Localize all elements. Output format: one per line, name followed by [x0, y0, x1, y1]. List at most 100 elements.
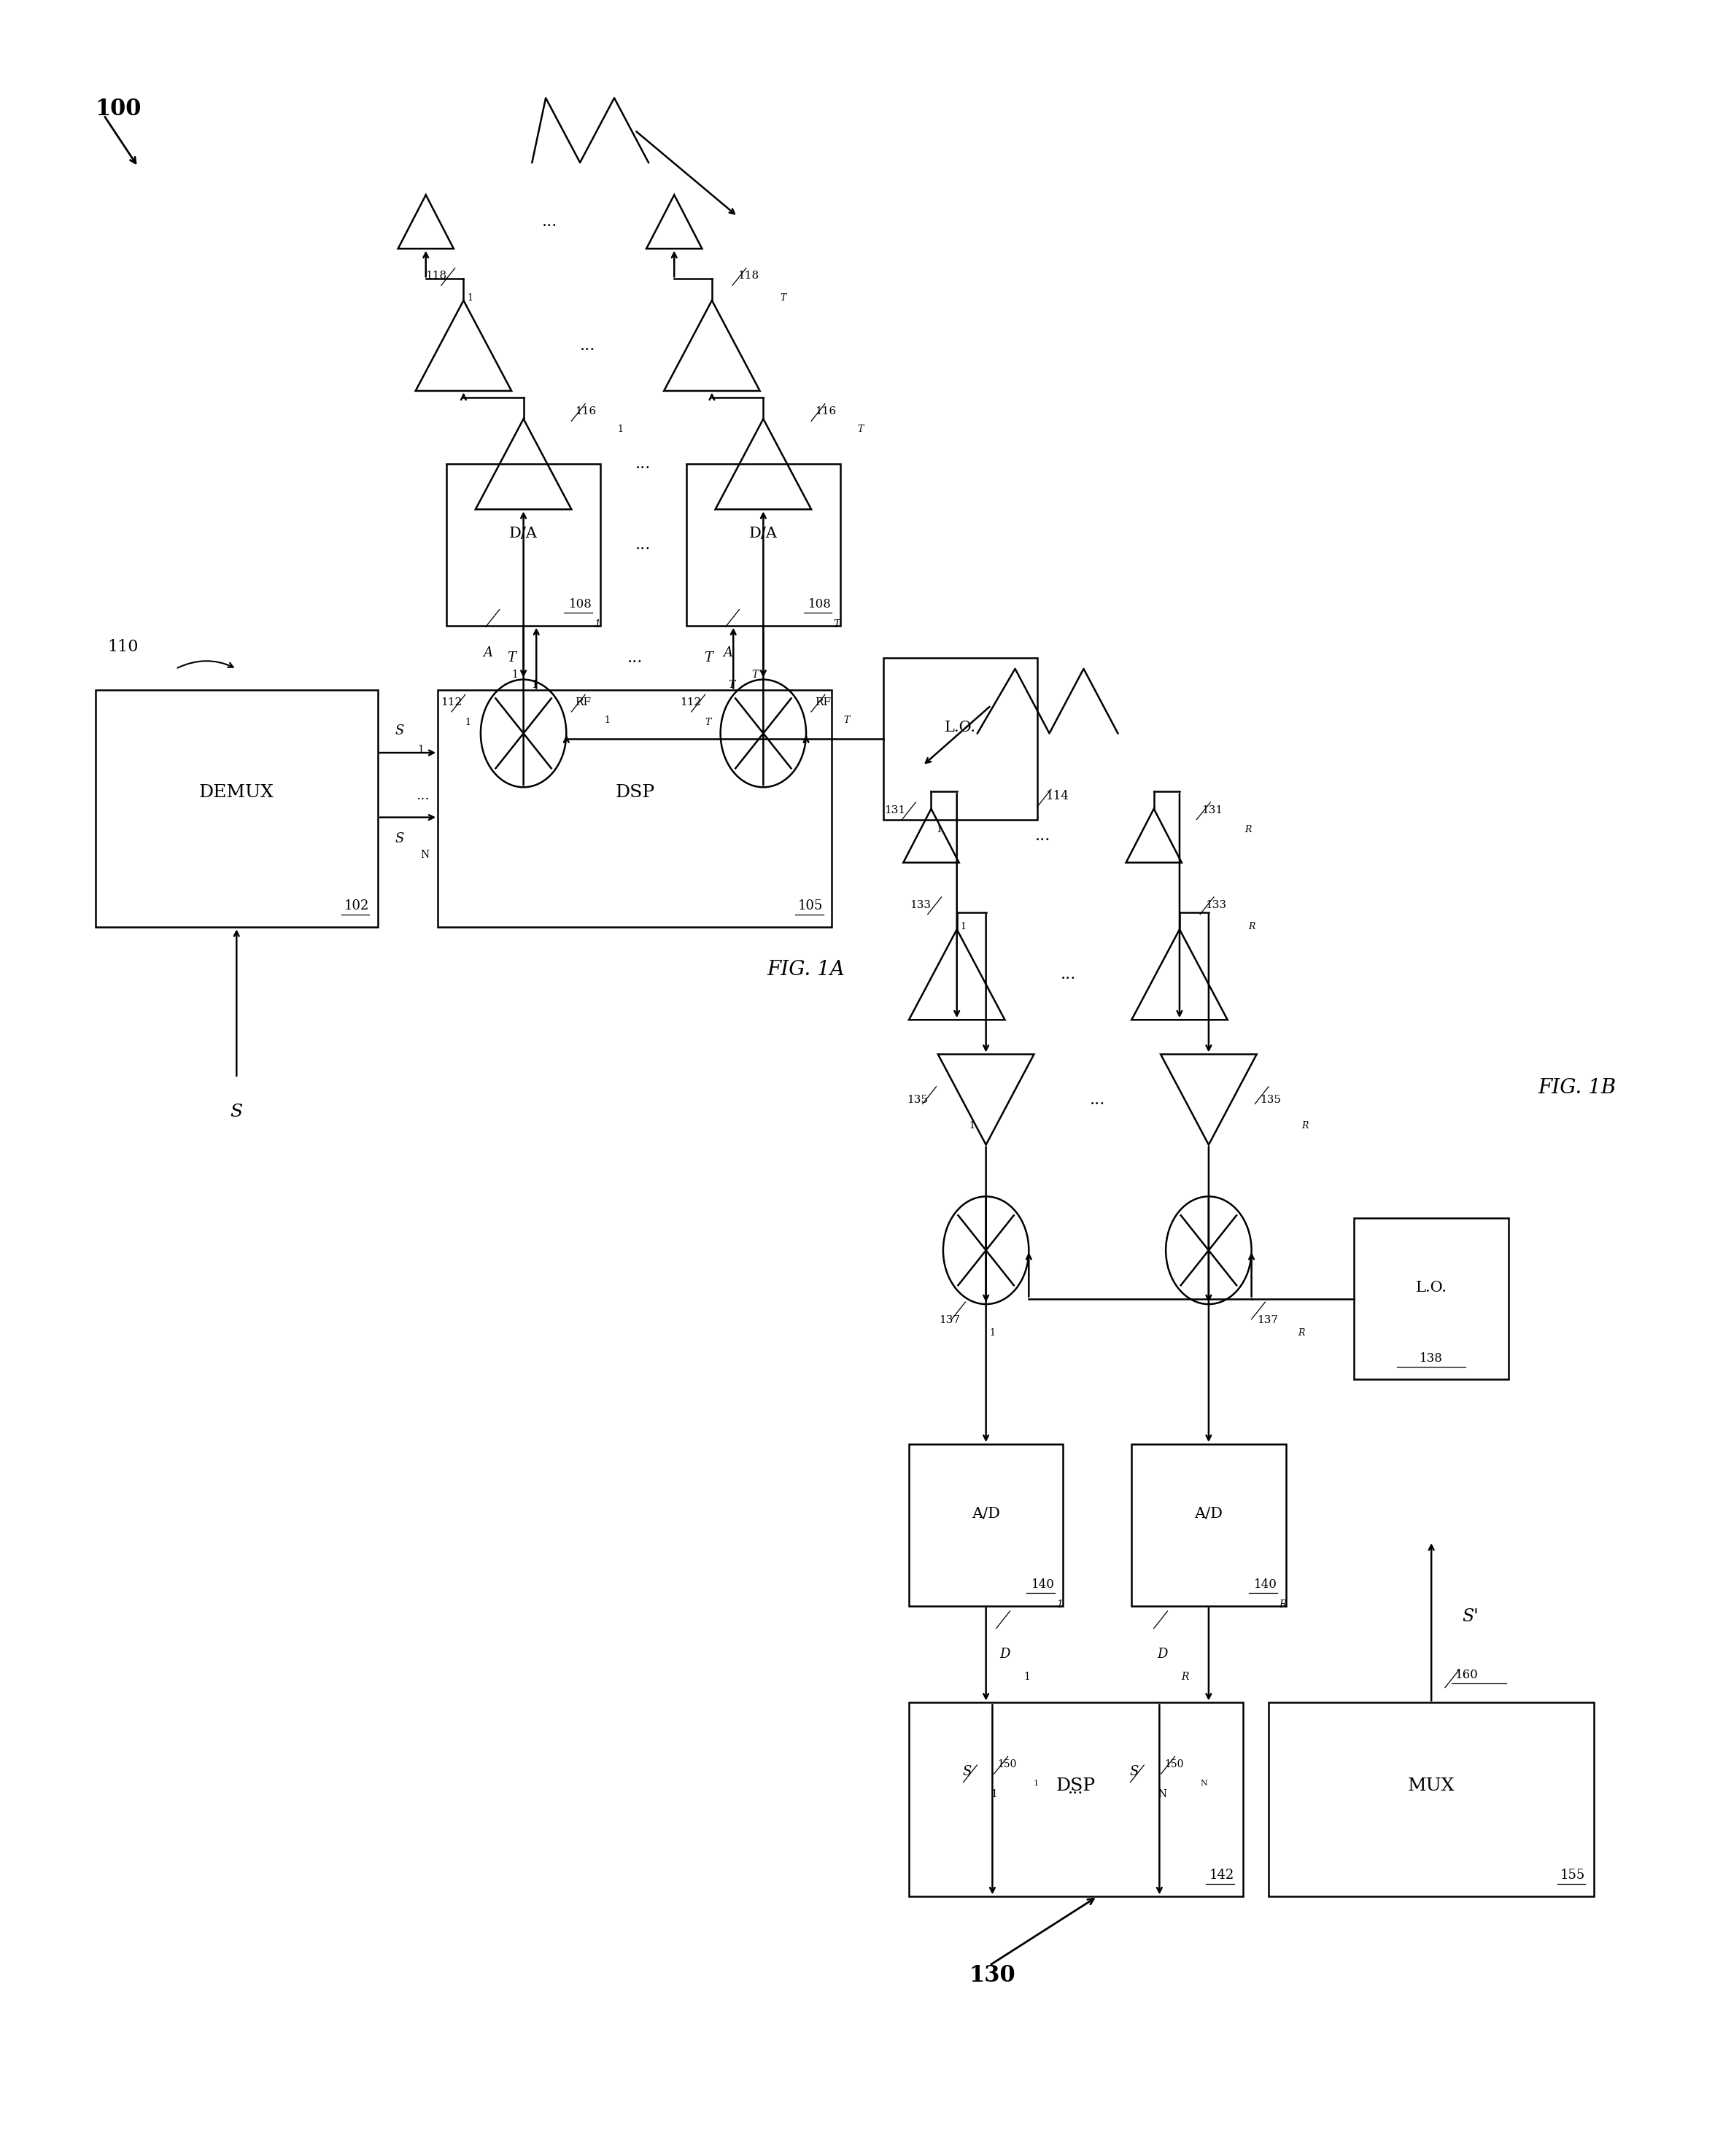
- Text: S': S': [1463, 1608, 1478, 1626]
- Text: ...: ...: [580, 338, 595, 354]
- Text: T: T: [705, 718, 712, 727]
- Text: T: T: [844, 716, 851, 724]
- Text: D: D: [1158, 1647, 1168, 1660]
- Text: 1: 1: [593, 619, 600, 630]
- Text: S: S: [962, 1766, 972, 1779]
- Bar: [96, 690, 377, 927]
- Text: FIG. 1B: FIG. 1B: [1538, 1078, 1616, 1097]
- Text: 135: 135: [1261, 1095, 1281, 1104]
- Text: 118: 118: [425, 272, 446, 280]
- Text: S: S: [1130, 1766, 1139, 1779]
- Text: D: D: [1000, 1647, 1010, 1660]
- Text: RF: RF: [575, 696, 592, 707]
- Text: 102: 102: [345, 899, 369, 912]
- Text: 1: 1: [1034, 1779, 1039, 1787]
- Text: 135: 135: [907, 1095, 928, 1104]
- Text: 114: 114: [1046, 789, 1068, 802]
- Bar: [686, 464, 840, 625]
- Text: 1: 1: [991, 1789, 996, 1800]
- Bar: [1132, 1445, 1286, 1606]
- Bar: [883, 658, 1038, 819]
- Text: ...: ...: [1068, 1781, 1084, 1796]
- Text: 160: 160: [1456, 1669, 1478, 1682]
- Text: N: N: [420, 849, 429, 860]
- Text: 1: 1: [511, 671, 518, 679]
- Text: 130: 130: [969, 1964, 1015, 1988]
- Text: 116: 116: [815, 407, 835, 416]
- Text: N: N: [1158, 1789, 1166, 1800]
- Text: T: T: [780, 293, 787, 302]
- Text: R: R: [1279, 1600, 1286, 1611]
- Text: T: T: [703, 651, 713, 664]
- Text: 140: 140: [1254, 1578, 1278, 1591]
- Text: T: T: [751, 671, 758, 679]
- Text: 1: 1: [936, 826, 942, 834]
- Text: 118: 118: [737, 272, 758, 280]
- Text: N: N: [1200, 1779, 1207, 1787]
- Text: L.O.: L.O.: [945, 720, 976, 735]
- Text: 1: 1: [417, 744, 424, 755]
- Text: A/D: A/D: [1194, 1507, 1223, 1520]
- Text: A/D: A/D: [972, 1507, 1000, 1520]
- Text: T: T: [729, 679, 736, 690]
- Text: 131: 131: [1202, 804, 1223, 815]
- Text: T: T: [508, 651, 516, 664]
- Text: ...: ...: [1060, 966, 1075, 983]
- Text: 1: 1: [960, 923, 966, 931]
- Text: 150: 150: [998, 1759, 1017, 1770]
- Text: S: S: [230, 1104, 244, 1121]
- Text: 133: 133: [911, 899, 931, 910]
- Bar: [1269, 1703, 1593, 1897]
- Text: L.O.: L.O.: [1415, 1281, 1447, 1294]
- Bar: [437, 690, 832, 927]
- Bar: [446, 464, 600, 625]
- Text: MUX: MUX: [1408, 1779, 1454, 1794]
- Text: 1: 1: [1056, 1600, 1063, 1611]
- Text: R: R: [1245, 826, 1252, 834]
- Text: R: R: [1182, 1671, 1188, 1682]
- Text: 116: 116: [575, 407, 597, 416]
- Text: 140: 140: [1031, 1578, 1055, 1591]
- Text: FIG. 1A: FIG. 1A: [767, 959, 845, 979]
- Text: 1: 1: [1024, 1671, 1031, 1682]
- Text: 1: 1: [465, 718, 472, 727]
- Text: 112: 112: [441, 696, 461, 707]
- Text: 133: 133: [1206, 899, 1226, 910]
- Text: A: A: [484, 647, 492, 660]
- Text: ...: ...: [1034, 828, 1050, 843]
- Text: 137: 137: [940, 1315, 960, 1326]
- Bar: [909, 1445, 1063, 1606]
- Text: 137: 137: [1257, 1315, 1278, 1326]
- Text: 1: 1: [969, 1121, 974, 1130]
- Text: 155: 155: [1561, 1869, 1585, 1882]
- Text: DSP: DSP: [1056, 1779, 1096, 1794]
- Text: 138: 138: [1420, 1352, 1442, 1365]
- Text: ...: ...: [1089, 1091, 1104, 1108]
- Text: 1: 1: [466, 293, 473, 302]
- Text: 108: 108: [808, 597, 832, 610]
- Text: DSP: DSP: [616, 785, 655, 800]
- Text: 100: 100: [96, 97, 141, 121]
- Text: S: S: [394, 832, 405, 845]
- Bar: [909, 1703, 1243, 1897]
- Text: RF: RF: [815, 696, 830, 707]
- Text: 110: 110: [108, 638, 139, 655]
- Text: 108: 108: [569, 597, 592, 610]
- Text: ...: ...: [636, 537, 652, 552]
- Text: ...: ...: [628, 649, 643, 666]
- Text: ...: ...: [542, 213, 557, 231]
- Text: 112: 112: [681, 696, 701, 707]
- Text: R: R: [1298, 1328, 1305, 1337]
- Text: DEMUX: DEMUX: [199, 785, 274, 800]
- Text: 1: 1: [604, 716, 611, 724]
- Text: D/A: D/A: [749, 526, 777, 541]
- Text: 1: 1: [990, 1328, 995, 1337]
- Text: 131: 131: [885, 804, 906, 815]
- Text: S: S: [394, 724, 405, 737]
- Text: 150: 150: [1164, 1759, 1183, 1770]
- Text: ...: ...: [415, 789, 429, 802]
- Text: 1: 1: [617, 425, 624, 433]
- Text: R: R: [1249, 923, 1255, 931]
- Text: 1: 1: [532, 679, 539, 690]
- Text: 105: 105: [797, 899, 823, 912]
